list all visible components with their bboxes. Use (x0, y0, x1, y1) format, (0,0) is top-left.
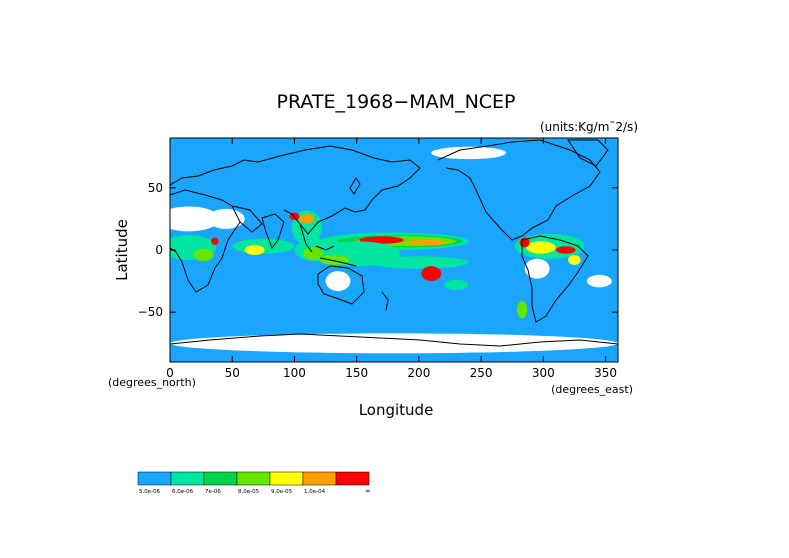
precip-region-9 (303, 247, 324, 260)
dry-region-1 (207, 208, 245, 229)
x-tick-label: 200 (407, 366, 430, 380)
dry-region-6 (431, 146, 506, 160)
y-tick-label: 50 (148, 181, 163, 195)
precip-region-3 (359, 236, 404, 244)
coastlines (170, 139, 618, 347)
legend-label: 8.0e-05 (238, 489, 260, 495)
precip-field (170, 210, 585, 319)
coast-south-america (521, 235, 589, 323)
coast-japan (349, 177, 361, 195)
precip-region-17 (193, 248, 214, 262)
legend-swatch (137, 471, 172, 486)
precip-region-6 (369, 256, 469, 269)
x-tick-label: 50 (225, 366, 240, 380)
coast-north-america (437, 139, 601, 241)
precip-region-24 (517, 301, 528, 319)
x-tick-label: 150 (345, 366, 368, 380)
legend-swatch (302, 471, 337, 486)
legend-label: 6.0e-06 (172, 489, 194, 495)
coast-asia (257, 145, 421, 235)
legend-end-label: ∞ (365, 487, 371, 495)
dry-region-2 (524, 258, 550, 279)
precip-region-23 (568, 254, 581, 265)
coast-arabia (231, 205, 263, 233)
legend-swatch (335, 471, 370, 486)
x-tick-label: 250 (470, 366, 493, 380)
x-tick-label: 0 (166, 366, 174, 380)
y-axis-label: Latitude (113, 219, 131, 281)
coast-antarctica (170, 333, 618, 347)
coast-europe (170, 159, 259, 186)
x-tick-label: 350 (594, 366, 617, 380)
coast-greenland (567, 139, 609, 167)
dry-region-5 (170, 333, 618, 354)
x-unit-label: (degrees_east) (551, 383, 633, 396)
precip-region-15 (244, 245, 265, 255)
dry-layer (170, 146, 618, 354)
precip-region-21 (555, 246, 576, 254)
dry-region-3 (586, 274, 612, 288)
plot-area (170, 138, 618, 362)
precip-region-4 (405, 240, 450, 246)
legend-label: 1.0e-04 (304, 489, 326, 495)
units-label: (units:Kg/m¯2/s) (540, 120, 638, 134)
chart-title: PRATE_1968−MAM_NCEP (276, 91, 515, 113)
y-tick-label: −50 (138, 305, 163, 319)
legend-swatch (203, 471, 238, 486)
coast-seasia (299, 223, 357, 267)
coast-nz (381, 291, 389, 311)
y-unit-label: (degrees_north) (108, 376, 196, 389)
coast-india (261, 213, 285, 250)
precip-region-25 (443, 279, 469, 290)
legend-swatch (170, 471, 205, 486)
precip-region-12 (299, 213, 315, 224)
y-tick-label: 0 (155, 243, 163, 257)
legend-label: 9.0e-05 (271, 489, 293, 495)
legend-swatch (269, 471, 304, 486)
color-legend: 5.0e-06 6.0e-06 7e-06 8.0e-05 9.0e-05 1.0e-04… (137, 471, 371, 495)
dry-region-0 (170, 206, 220, 232)
x-axis-label: Longitude (359, 401, 434, 419)
coast-africa (170, 189, 241, 293)
x-tick-label: 100 (283, 366, 306, 380)
x-tick-label: 300 (532, 366, 555, 380)
axes: 0 50 100 150 200 250 300 350 50 0 −50 (138, 138, 618, 380)
legend-label: 5.0e-06 (139, 489, 161, 495)
precip-region-18 (211, 237, 219, 246)
precip-region-7 (421, 266, 442, 282)
dry-region-4 (325, 271, 351, 292)
legend-label: 7e-06 (205, 489, 221, 495)
coast-australia (317, 265, 365, 305)
precip-region-20 (525, 241, 556, 254)
legend-swatch (236, 471, 271, 486)
